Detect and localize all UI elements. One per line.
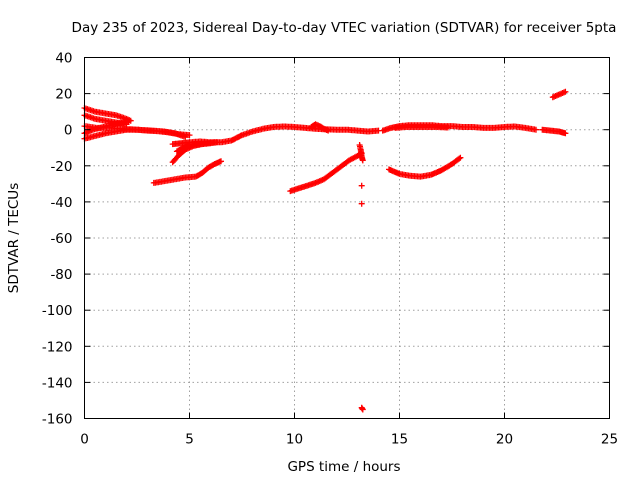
y-tick-label: -20	[50, 159, 72, 175]
y-tick-label: -60	[50, 231, 72, 247]
data-segment	[358, 200, 365, 207]
x-tick-label: 5	[185, 432, 194, 448]
data-point-markers	[549, 88, 569, 101]
data-point-markers	[392, 124, 451, 131]
data-point-markers	[358, 200, 365, 207]
y-tick-label: -40	[50, 195, 72, 211]
x-tick-label: 20	[496, 432, 513, 448]
y-tick-label: -160	[42, 412, 73, 428]
data-point-markers	[539, 126, 569, 137]
x-tick-label: 15	[391, 432, 408, 448]
x-tick-label: 10	[286, 432, 303, 448]
y-tick-label: -100	[42, 303, 73, 319]
y-axis-label: SDTVAR / TECUs	[6, 183, 22, 293]
data-segment	[308, 121, 332, 134]
data-segment	[539, 126, 569, 137]
data-segment	[549, 88, 569, 101]
data-segment	[173, 139, 218, 155]
data-point-markers	[356, 142, 366, 164]
data-segment	[150, 158, 224, 186]
data-point-markers	[308, 121, 332, 134]
chart-title: Day 235 of 2023, Sidereal Day-to-day VTE…	[72, 20, 617, 36]
data-layer	[81, 88, 569, 413]
data-segment	[356, 142, 366, 164]
y-tick-label: 20	[55, 87, 72, 103]
data-segment	[358, 182, 365, 189]
grid	[84, 57, 610, 419]
data-point-markers	[150, 158, 224, 186]
data-point-markers	[386, 154, 464, 180]
y-tick-label: -140	[42, 375, 73, 391]
data-point-markers	[173, 139, 218, 155]
data-segment	[358, 404, 366, 413]
y-tick-label: 0	[64, 123, 73, 139]
data-segment	[386, 154, 464, 180]
x-axis-label: GPS time / hours	[287, 459, 400, 475]
data-point-markers	[358, 404, 366, 413]
y-tick-label: 40	[55, 51, 72, 67]
x-tick-label: 0	[80, 432, 89, 448]
data-point-markers	[358, 182, 365, 189]
data-segment	[392, 124, 451, 131]
data-segment	[287, 150, 365, 195]
y-tick-label: -80	[50, 267, 72, 283]
y-tick-label: -120	[42, 339, 73, 355]
axes: 40 20 0 -20 -40 -60 -80 -100 -120 -140 -160 0 5 10 15 2…	[42, 51, 618, 448]
x-tick-label: 25	[601, 432, 618, 448]
data-point-markers	[287, 150, 365, 195]
